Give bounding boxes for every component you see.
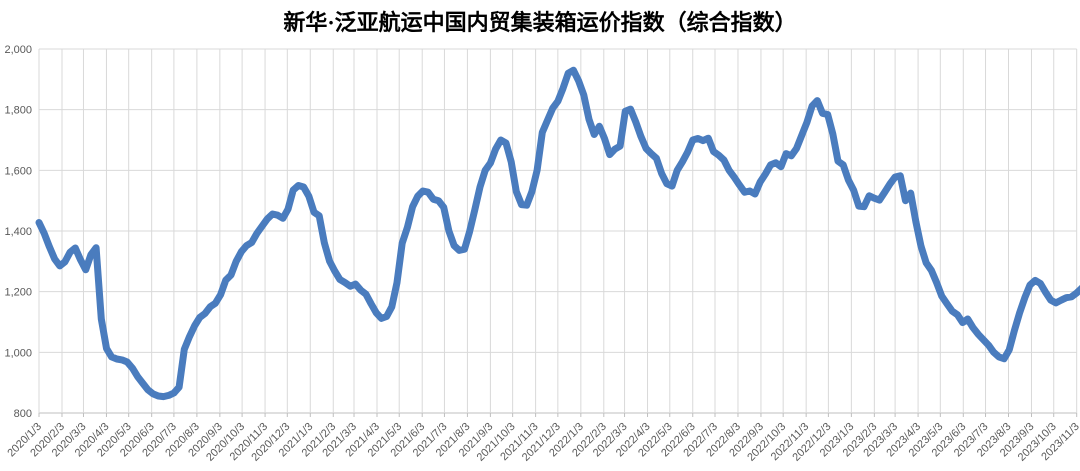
y-tick-label: 1,400 <box>4 226 32 238</box>
y-tick-label: 2,000 <box>4 44 32 56</box>
series-line-composite-index <box>35 66 1080 401</box>
chart-title: 新华·泛亚航运中国内贸集装箱运价指数（综合指数） <box>283 10 797 35</box>
y-tick-label: 1,000 <box>4 347 32 359</box>
y-tick-label: 800 <box>14 408 32 420</box>
y-tick-label: 1,600 <box>4 165 32 177</box>
y-tick-label: 1,800 <box>4 105 32 117</box>
y-tick-label: 1,200 <box>4 287 32 299</box>
